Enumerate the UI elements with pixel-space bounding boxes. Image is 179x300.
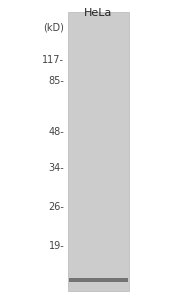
Text: 34-: 34-: [49, 163, 64, 173]
Text: 117-: 117-: [42, 55, 64, 65]
Text: 26-: 26-: [49, 202, 64, 212]
Text: 48-: 48-: [49, 127, 64, 137]
Text: 85-: 85-: [49, 76, 64, 86]
Text: (kD): (kD): [43, 22, 64, 32]
Bar: [69, 278, 128, 282]
Text: HeLa: HeLa: [84, 8, 113, 17]
Text: 19-: 19-: [49, 241, 64, 251]
Bar: [68, 12, 129, 291]
